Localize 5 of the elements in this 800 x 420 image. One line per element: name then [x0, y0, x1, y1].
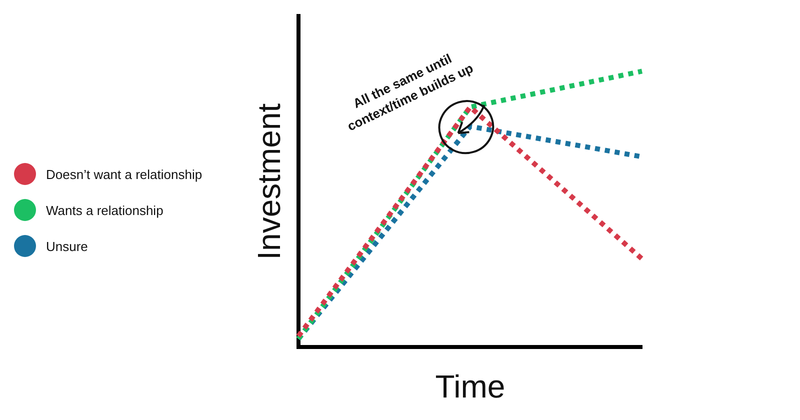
y-axis-title: Investment — [251, 103, 288, 260]
legend-label: Doesn’t want a relationship — [46, 166, 202, 182]
x-axis-title: Time — [435, 368, 506, 405]
legend-label: Unsure — [46, 238, 88, 254]
legend-label: Wants a relationship — [46, 202, 164, 218]
